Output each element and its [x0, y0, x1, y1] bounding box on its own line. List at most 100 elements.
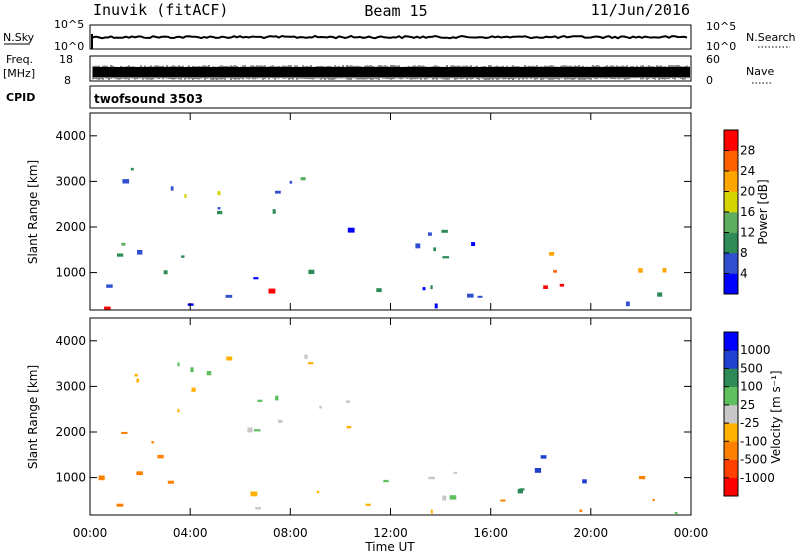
- freq-label: Freq.: [6, 53, 33, 66]
- velocity-data-cells: [98, 354, 678, 515]
- velocity-colorbar-tick-label: -500: [740, 453, 767, 467]
- data-cell: [428, 232, 432, 236]
- station-title: Inuvik (fitACF): [93, 1, 228, 19]
- power-yaxis: 1000 2000 3000 4000: [55, 129, 691, 280]
- data-cell: [253, 277, 259, 280]
- data-cell: [383, 479, 389, 483]
- cpid-value: twofsound 3503: [94, 92, 203, 106]
- power-ytick-label: 3000: [55, 174, 86, 188]
- data-cell: [275, 395, 279, 401]
- velocity-colorbar-swatch: [724, 368, 738, 387]
- data-cell: [662, 268, 667, 273]
- power-colorbar-swatch: [724, 130, 738, 151]
- data-cell: [540, 455, 547, 459]
- velocity-frame: [89, 317, 692, 516]
- nave-tick-bottom: 0: [706, 74, 713, 87]
- data-cell: [122, 179, 130, 184]
- data-cell: [347, 227, 355, 233]
- nsearch-label: N.Search: [746, 31, 796, 44]
- data-cell: [553, 270, 557, 273]
- data-cell: [278, 419, 283, 423]
- power-colorbar-swatch: [724, 273, 738, 295]
- data-cell: [500, 499, 506, 502]
- data-cell: [428, 476, 435, 480]
- data-cell: [442, 495, 447, 501]
- data-cell: [255, 507, 261, 510]
- cpid-label: CPID: [6, 91, 35, 104]
- data-cell: [177, 408, 180, 413]
- data-cell: [433, 247, 436, 252]
- power-colorbar-swatch: [724, 150, 738, 172]
- power-colorbar-tick-label: 20: [740, 185, 755, 199]
- data-cell: [304, 354, 308, 359]
- data-cell: [191, 387, 196, 392]
- data-cell: [559, 283, 565, 287]
- data-cell: [639, 476, 646, 480]
- data-cell: [134, 373, 138, 377]
- velocity-yaxis: 1000 2000 3000 4000: [55, 334, 691, 485]
- power-colorbar-swatch: [724, 232, 738, 254]
- velocity-colorbar-swatch: [724, 477, 738, 497]
- data-cell: [167, 480, 174, 484]
- velocity-colorbar-tick-label: -25: [740, 416, 760, 430]
- beam-title: Beam 15: [364, 2, 427, 20]
- data-cell: [170, 186, 174, 191]
- time-tick-label: 00:00: [73, 526, 108, 540]
- data-cell: [275, 190, 281, 194]
- freq-strip: [89, 55, 692, 82]
- time-tick-label: 16:00: [473, 526, 508, 540]
- velocity-colorbar-swatch: [724, 404, 738, 424]
- velocity-colorbar-swatch: [724, 441, 738, 460]
- data-cell: [106, 284, 113, 288]
- velocity-colorbar-swatch: [724, 423, 738, 442]
- data-cell: [104, 306, 111, 310]
- time-tick-label: 20:00: [574, 526, 609, 540]
- velocity-colorbar-swatch: [724, 386, 738, 406]
- time-axis-label: Time UT: [364, 540, 415, 554]
- power-colorbar-tick-label: 28: [740, 144, 755, 158]
- power-colorbar-tick-label: 8: [740, 246, 748, 260]
- data-cell: [177, 362, 180, 367]
- data-cell: [272, 209, 276, 214]
- data-cell: [217, 207, 221, 210]
- data-cell: [579, 509, 583, 513]
- data-cell: [453, 471, 458, 474]
- time-tick-label: 04:00: [173, 526, 208, 540]
- nsky-tick-bottom: 10^0: [54, 40, 84, 53]
- data-cell: [549, 252, 555, 256]
- data-cell: [652, 499, 655, 502]
- data-cell: [626, 301, 630, 307]
- velocity-colorbar-swatch: [724, 350, 738, 369]
- time-axis: 00:00 04:00 08:00 12:00 16:00 20:00 00:00: [73, 113, 708, 540]
- power-colorbar-tick-label: 16: [740, 205, 755, 219]
- data-cell: [226, 356, 233, 361]
- velocity-ylabel: Slant Range [km]: [26, 365, 40, 469]
- data-cell: [225, 294, 233, 298]
- data-cell: [300, 177, 306, 181]
- data-cell: [582, 479, 587, 484]
- power-colorbar-tick-label: 12: [740, 226, 755, 240]
- data-cell: [638, 268, 643, 273]
- data-cell: [415, 243, 421, 249]
- nsearch-tick-bottom: 10^0: [706, 40, 736, 53]
- power-colorbar-swatch: [724, 191, 738, 213]
- data-cell: [308, 362, 314, 365]
- velocity-colorbar-swatch: [724, 459, 738, 479]
- time-tick-label: 12:00: [373, 526, 408, 540]
- data-cell: [121, 242, 126, 246]
- velocity-ytick-label: 3000: [55, 379, 86, 393]
- velocity-colorbar-tick-label: -100: [740, 434, 767, 448]
- velocity-colorbar-tick-label: 25: [740, 398, 755, 412]
- velocity-colorbar-tick-label: 500: [740, 361, 763, 375]
- nsky-tick-top: 10^5: [54, 18, 84, 31]
- power-ylabel: Slant Range [km]: [26, 160, 40, 264]
- data-cell: [467, 293, 474, 298]
- power-frame: [89, 112, 692, 311]
- data-cell: [422, 287, 426, 291]
- data-cell: [117, 253, 124, 257]
- data-cell: [130, 167, 134, 171]
- data-cell: [543, 285, 548, 289]
- velocity-colorbar-tick-label: -1000: [740, 471, 775, 485]
- data-cell: [136, 378, 140, 383]
